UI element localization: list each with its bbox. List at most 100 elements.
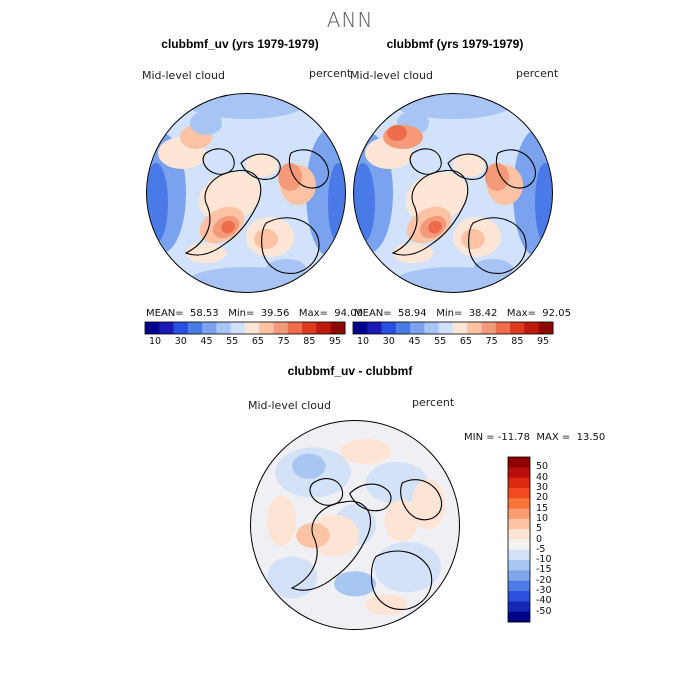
panel3-colorbar-swatch <box>508 487 530 499</box>
panel2-colorbar-swatch <box>381 322 397 334</box>
panel3-colorbar-tick-label: 0 <box>536 533 543 545</box>
panel2-coastline <box>495 149 536 189</box>
panel3-colorbar-swatch <box>508 457 530 468</box>
panel2-field-contour <box>393 243 433 263</box>
panel2-colorbar-swatch <box>510 322 525 334</box>
panel1-colorbar-swatch <box>302 322 317 334</box>
panel1-field-contour <box>246 153 278 177</box>
panel1-title: clubbmf_uv (yrs 1979-1979) <box>161 37 319 51</box>
panel1-mean-value: 58.53 <box>190 308 219 319</box>
figure-title: ANN <box>326 8 374 32</box>
panel2-colorbar-ticks: 10 30 45 55 65 75 85 95 <box>353 336 553 350</box>
panel3-colorbar-swatch <box>508 601 530 613</box>
panel2-min-label: Min= <box>436 308 463 319</box>
panel2-field-contour <box>453 153 485 177</box>
panel1-colorbar-swatch <box>316 322 332 334</box>
panel3-colorbar-tick-label: 30 <box>536 481 549 493</box>
panel2-colorbar-swatch <box>453 322 468 334</box>
panel3-polar-map <box>250 420 460 630</box>
panel3-field-contour <box>365 462 429 504</box>
panel2-field-label: Mid-level cloud <box>350 69 433 82</box>
panel1-mean-label: MEAN= <box>146 308 184 319</box>
panel2-polar-map <box>353 93 553 293</box>
panel3-colorbar-tick-label: -15 <box>536 564 552 576</box>
panel1-min-value: 39.56 <box>260 308 290 319</box>
panel2-colorbar-swatch <box>467 322 482 334</box>
panel2-colorbar-tick-label: 45 <box>408 336 421 347</box>
panel1-field-contour <box>190 111 222 135</box>
panel1-colorbar-swatch <box>187 322 203 334</box>
panel3-field-contour <box>266 495 297 546</box>
panel1-max-label: Max= <box>298 308 328 319</box>
panel3-coastline <box>400 479 443 521</box>
panel1-coastline <box>184 169 262 256</box>
panel3-field-label: Mid-level cloud <box>248 399 331 412</box>
panel2-colorbar-tick-label: 95 <box>537 336 550 347</box>
panel3-colorbar-tick-label: 15 <box>536 502 549 514</box>
panel2-field-contour <box>473 259 513 279</box>
panel3-coastline <box>290 500 372 591</box>
panel3-coastline <box>309 478 344 506</box>
panel3-colorbar-swatch <box>508 529 530 540</box>
panel1-coastline <box>240 153 281 180</box>
panel1-field-contour <box>198 171 262 223</box>
panel1-coastline <box>288 149 329 189</box>
panel1-field-contour <box>278 163 302 191</box>
panel3-colorbar-tick-label: 40 <box>536 471 549 483</box>
panel3-units-label: percent <box>412 396 455 409</box>
panel2-colorbar-swatch <box>353 322 368 334</box>
panel1-polar-map <box>146 93 346 293</box>
panel2-colorbar-swatch <box>524 322 540 334</box>
panel2-colorbar-tick-label: 65 <box>459 336 472 347</box>
panel3-coastline <box>349 483 392 512</box>
panel1-field-contour <box>186 243 226 263</box>
panel1-field-contour <box>254 229 278 249</box>
panel3-field-contour <box>365 594 408 616</box>
panel3-colorbar-swatch <box>508 498 530 509</box>
panel2-map-border <box>353 93 553 293</box>
panel2-field-contour <box>428 220 442 234</box>
panel3-colorbar-swatch <box>508 467 530 479</box>
panel3-colorbar-tick-label: -30 <box>536 585 552 597</box>
panel3-colorbar-tick-label: -5 <box>536 543 546 555</box>
panel2-coastline <box>391 169 469 256</box>
panel1-units-label: percent <box>309 67 352 80</box>
panel1-colorbar-swatch <box>230 322 246 334</box>
panel3-colorbar-swatch <box>508 560 530 571</box>
panel1-colorbar-tick-label: 55 <box>226 336 239 347</box>
panel2-units-label: percent <box>516 67 559 80</box>
panel1-colorbar-tick-label: 65 <box>251 336 264 347</box>
panel2-colorbar-swatch <box>495 322 511 334</box>
panel1-coastline <box>261 217 320 274</box>
panel3-field-contour <box>292 453 326 479</box>
panel2-coastline <box>468 217 527 274</box>
panel2-title: clubbmf (yrs 1979-1979) <box>386 37 524 51</box>
panel3-colorbar-swatch <box>508 477 530 489</box>
panel3-map-border <box>250 420 460 630</box>
panel2-colorbar-swatch <box>538 322 554 334</box>
panel1-colorbar <box>144 321 346 335</box>
panel3-colorbar-swatch <box>508 580 530 592</box>
panel2-field-contour <box>387 125 407 141</box>
panel3-colorbar-frame <box>507 456 531 623</box>
panel1-colorbar-swatch <box>173 322 189 334</box>
panel1-max-value: 94.00 <box>334 308 363 319</box>
panel3-field-contour <box>384 499 418 542</box>
panel2-colorbar-tick-label: 10 <box>357 336 370 347</box>
panel2-field-contour <box>405 171 469 223</box>
panel1-colorbar-swatch <box>245 322 260 334</box>
panel1-colorbar-swatch <box>145 322 160 334</box>
panel2-colorbar-tick-label: 55 <box>434 336 447 347</box>
panel1-colorbar-tick-label: 45 <box>200 336 213 347</box>
panel1-colorbar-tick-label: 95 <box>329 336 342 347</box>
panel3-colorbar-swatch <box>508 611 530 623</box>
panel1-field-contour <box>147 163 168 243</box>
panel2-mean-value: 58.94 <box>398 308 427 319</box>
panel3-colorbar-swatch <box>508 549 530 561</box>
panel3-colorbar-tick-label: -50 <box>536 605 552 617</box>
panel1-coastline <box>202 148 235 175</box>
panel1-colorbar-swatch <box>287 322 303 334</box>
panel2-colorbar-tick-label: 30 <box>382 336 395 347</box>
panel3-colorbar-tick-label: 50 <box>536 461 549 473</box>
panel2-colorbar-swatch <box>481 322 497 334</box>
